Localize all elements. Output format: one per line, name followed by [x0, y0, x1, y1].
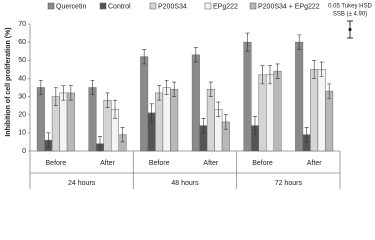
y-tick-label: 30 — [18, 93, 26, 100]
bar — [155, 92, 164, 152]
chart: Inhibition of cell proliferation (%) 0.0… — [5, 2, 373, 189]
y-tick-label: 50 — [18, 57, 26, 64]
legend-swatch — [47, 2, 55, 10]
y-tick-label: 60 — [18, 39, 26, 46]
error-bar — [68, 85, 73, 101]
x-tick-label: Before — [46, 160, 67, 167]
error-bar — [327, 83, 332, 99]
error-bar — [120, 127, 125, 143]
group-label: 24 hours — [68, 180, 96, 187]
y-tick-label: 0 — [22, 148, 26, 155]
error-bar — [312, 59, 317, 79]
bar — [206, 89, 215, 152]
error-bar — [275, 63, 280, 79]
error-bar — [105, 92, 110, 108]
legend-swatch — [149, 2, 157, 10]
error-bar — [216, 101, 221, 117]
error-bar — [297, 34, 302, 50]
error-bar — [53, 87, 58, 106]
bar — [273, 70, 282, 152]
x-tick-label: After — [203, 160, 218, 167]
bar — [243, 41, 252, 152]
y-tick-label: 40 — [18, 75, 26, 82]
x-tick-label: Before — [252, 160, 273, 167]
legend-label: EPg222 — [213, 3, 238, 10]
bar — [36, 87, 45, 152]
error-bar — [98, 136, 102, 152]
bar — [66, 92, 75, 152]
error-bar — [61, 85, 66, 101]
group-label: 48 hours — [171, 180, 199, 187]
bar — [59, 92, 68, 152]
group-label: 72 hours — [275, 180, 303, 187]
bar — [258, 74, 267, 152]
bar — [295, 41, 304, 152]
error-bar — [245, 32, 250, 52]
error-bar — [113, 99, 117, 119]
error-bar — [201, 118, 206, 134]
bar — [191, 54, 200, 152]
x-tick-label: Before — [149, 160, 170, 167]
bar — [88, 87, 97, 152]
y-axis-label: Inhibition of cell proliferation (%) — [5, 27, 12, 136]
legend-label: P200S34 — [158, 3, 187, 10]
legend-label: Quercetin — [56, 3, 86, 10]
x-tick-label: After — [100, 160, 115, 167]
y-tick-label: 10 — [18, 130, 26, 137]
bar — [266, 74, 274, 152]
bar — [170, 89, 179, 152]
error-bar — [193, 47, 198, 63]
bar — [140, 56, 149, 152]
hsd-dot — [348, 28, 352, 31]
error-bar — [253, 116, 257, 135]
bar — [317, 69, 326, 152]
bar — [325, 90, 334, 152]
error-bar — [149, 103, 154, 123]
error-bar — [90, 79, 95, 96]
error-bar — [164, 79, 169, 96]
error-bar — [172, 81, 177, 97]
legend-label: Control — [108, 3, 131, 10]
error-bar — [319, 61, 324, 77]
bar — [103, 99, 112, 152]
error-bar — [260, 65, 265, 85]
y-tick-label: 70 — [18, 21, 26, 28]
legend-swatch — [99, 2, 107, 10]
error-bar — [142, 49, 147, 65]
error-bar — [157, 85, 162, 101]
bar — [310, 69, 319, 152]
x-tick-label: After — [307, 160, 322, 167]
error-bar — [46, 132, 51, 148]
legend-label: P200S34 + EPg222 — [258, 3, 320, 10]
error-bar — [268, 65, 272, 85]
error-bar — [223, 114, 228, 130]
bar — [162, 87, 171, 152]
error-bar — [208, 81, 213, 97]
y-tick-label: 20 — [18, 112, 26, 119]
error-bar — [38, 79, 43, 96]
annotation: SSB (± 4.90) — [333, 12, 367, 18]
legend-swatch — [249, 2, 257, 10]
annotation: 0.05 Tukey HSD — [328, 4, 372, 10]
error-bar — [304, 127, 309, 143]
legend-swatch — [204, 2, 212, 10]
